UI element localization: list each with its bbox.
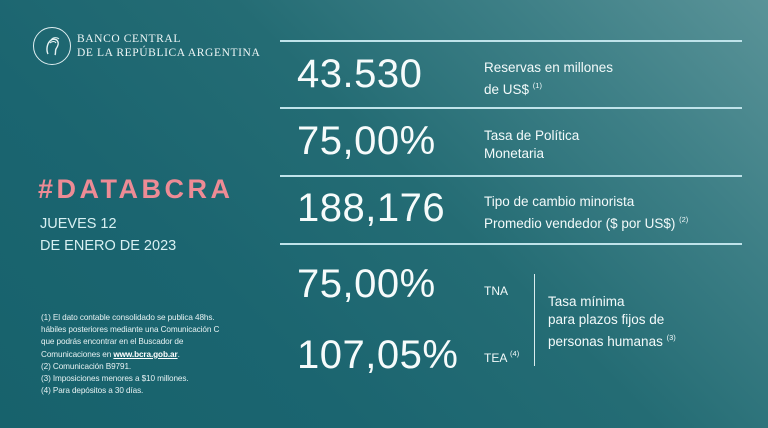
reservas-note: (1): [532, 81, 542, 90]
date-full: DE ENERO DE 2023: [40, 238, 177, 254]
footnotes: (1) El dato contable consolidado se publ…: [41, 312, 219, 397]
plazo-label: Tasa mínima para plazos fijos de persona…: [548, 293, 676, 351]
footnote-2: (2) Comunicación B9791.: [41, 361, 132, 371]
tea-label: TEA (4): [484, 349, 519, 365]
tea-note: (4): [510, 349, 520, 358]
cambio-value: 188,176: [297, 186, 446, 230]
cambio-label-1: Tipo de cambio minorista: [484, 194, 635, 209]
footnote-1d-text: Comunicaciones en: [41, 349, 114, 359]
footnote-1a: (1) El dato contable consolidado se publ…: [41, 313, 215, 322]
divider: [280, 175, 742, 177]
reservas-value: 43.530: [297, 52, 423, 96]
divider: [280, 107, 742, 109]
reservas-label: Reservas en millones de US$ (1): [484, 59, 613, 99]
tasa-label-1: Tasa de Política: [484, 128, 580, 143]
cambio-label: Tipo de cambio minorista Promedio vended…: [484, 193, 688, 233]
tna-value: 75,00%: [297, 262, 436, 306]
plazo-label-1: Tasa mínima: [548, 294, 625, 309]
bcra-logo: BANCO CENTRAL DE LA REPÚBLICA ARGENTINA: [33, 27, 260, 65]
plazo-note: (3): [666, 333, 676, 342]
bcra-website-link[interactable]: www.bcra.gob.ar: [113, 349, 178, 359]
tea-label-text: TEA: [484, 351, 507, 365]
date: JUEVES 12 DE ENERO DE 2023: [40, 213, 176, 257]
footnote-3: (3) Imposiciones menores a $10 millones.: [41, 374, 189, 384]
tasa-label-2: Monetaria: [484, 146, 545, 161]
cambio-label-2: Promedio vendedor ($ por US$): [484, 216, 676, 231]
bcra-seal-icon: [33, 27, 71, 65]
footnote-1b: hábiles posteriores mediante una Comunic…: [41, 325, 220, 335]
vertical-divider: [534, 274, 535, 366]
footnote-1d: Comunicaciones en www.bcra.gob.ar.: [41, 349, 219, 361]
footnote-1c: que podrás encontrar en el Buscador de: [41, 337, 184, 347]
tea-value: 107,05%: [297, 333, 459, 377]
hashtag-title: #DATABCRA: [38, 174, 234, 204]
plazo-label-3: personas humanas: [548, 334, 663, 349]
divider: [280, 40, 742, 42]
tasa-value: 75,00%: [297, 119, 436, 163]
divider: [280, 243, 742, 245]
plazo-label-2: para plazos fijos de: [548, 312, 665, 327]
footnote-4: (4) Para depósitos a 30 días.: [41, 386, 144, 396]
tasa-label: Tasa de Política Monetaria: [484, 127, 579, 163]
footnote-1d-end: .: [177, 349, 180, 359]
reservas-label-2: de US$: [484, 82, 530, 97]
brand-line-2: DE LA REPÚBLICA ARGENTINA: [77, 47, 261, 59]
reservas-label-1: Reservas en millones: [484, 60, 614, 75]
brand-line-1: BANCO CENTRAL: [77, 33, 181, 45]
cambio-note: (2): [679, 215, 689, 224]
date-weekday: JUEVES 12: [40, 216, 117, 232]
tna-label: TNA: [484, 284, 508, 298]
